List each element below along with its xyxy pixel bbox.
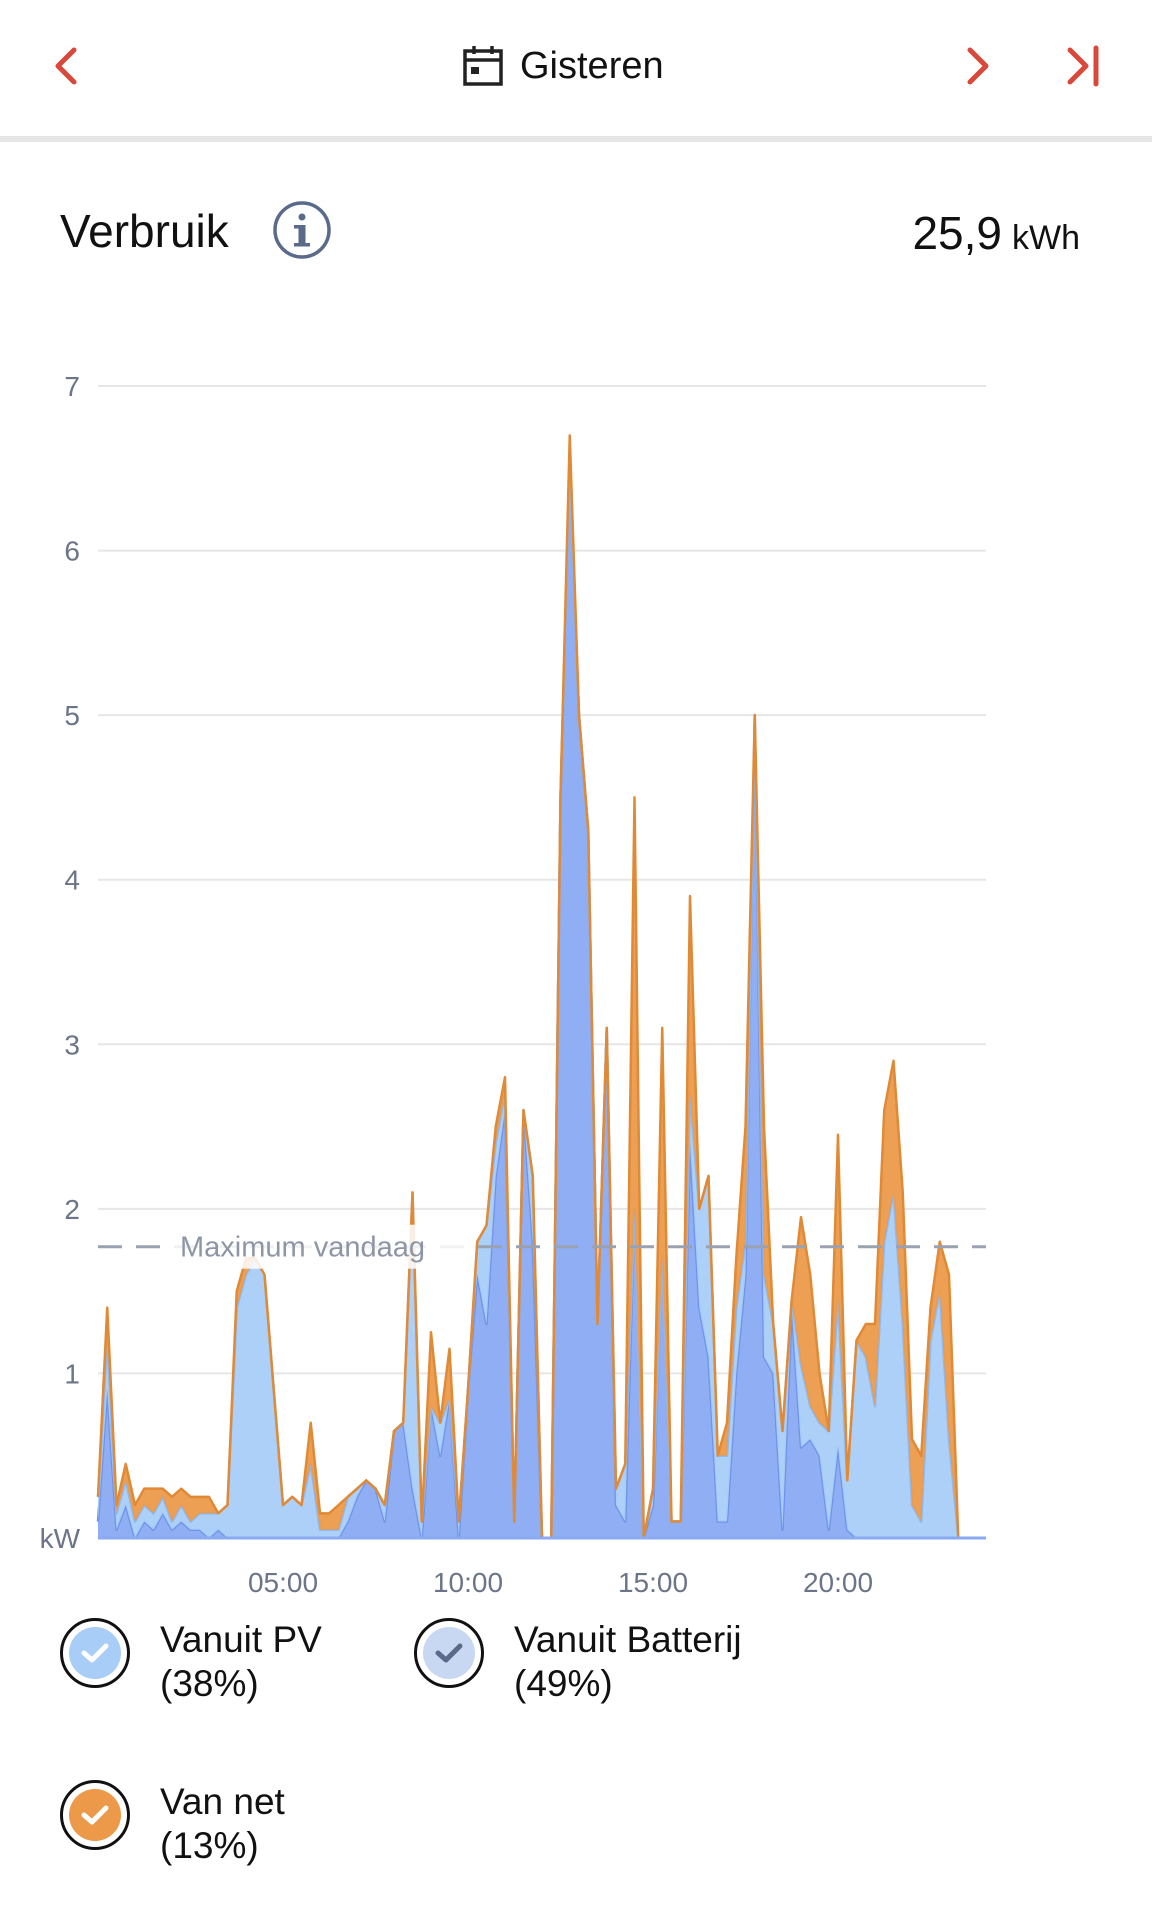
legend-checkbox-grid[interactable] xyxy=(60,1780,130,1850)
x-tick-label: 10:00 xyxy=(433,1567,503,1598)
legend-label-grid: Van net xyxy=(160,1781,285,1822)
total-consumption: 25,9 kWh xyxy=(912,206,1080,260)
legend-label-pv: Vanuit PV xyxy=(160,1619,322,1660)
y-tick-label: 2 xyxy=(64,1194,80,1225)
y-tick-label: 5 xyxy=(64,700,80,731)
top-bar-divider xyxy=(0,136,1152,142)
legend-item-battery[interactable]: Vanuit Batterij (49%) xyxy=(414,1618,742,1706)
legend-percent-grid: (13%) xyxy=(160,1825,259,1866)
consumption-chart: Maximum vandaag 1 2 3 4 5 6 7 kW 05:00 10:00 15:00… xyxy=(40,371,986,1598)
date-selector[interactable]: Gisteren xyxy=(462,36,664,96)
legend-percent-pv: (38%) xyxy=(160,1663,259,1704)
chevron-left-icon xyxy=(55,47,77,85)
reference-label-bg xyxy=(172,1224,468,1269)
y-tick-label: 4 xyxy=(64,865,80,896)
previous-day-button[interactable] xyxy=(36,36,96,96)
info-icon xyxy=(273,201,331,259)
y-tick-label: 3 xyxy=(64,1029,80,1060)
axes: 1 2 3 4 5 6 7 kW 05:00 10:00 15:00 20:00 xyxy=(40,371,986,1598)
y-tick-label: 6 xyxy=(64,536,80,567)
legend-checkbox-pv[interactable] xyxy=(60,1618,130,1688)
series-area-2 xyxy=(98,435,986,1538)
total-value: 25,9 xyxy=(912,207,1002,259)
y-axis-unit: kW xyxy=(40,1523,81,1554)
legend-checkbox-battery[interactable] xyxy=(414,1618,484,1688)
page-title: Verbruik xyxy=(60,205,229,257)
calendar-icon xyxy=(463,46,503,86)
y-tick-label: 1 xyxy=(64,1358,80,1389)
chevron-right-icon xyxy=(967,47,989,85)
top-bar: Gisteren xyxy=(0,0,1152,142)
y-tick-label: 7 xyxy=(64,371,80,402)
checkmark-icon xyxy=(435,1643,463,1663)
legend-label-battery: Vanuit Batterij xyxy=(514,1619,742,1660)
x-tick-label: 05:00 xyxy=(248,1567,318,1598)
total-unit: kWh xyxy=(1012,219,1080,257)
legend-percent-battery: (49%) xyxy=(514,1663,613,1704)
checkmark-icon xyxy=(81,1643,109,1663)
last-day-button[interactable] xyxy=(1054,36,1114,96)
legend-item-pv[interactable]: Vanuit PV (38%) xyxy=(60,1618,322,1706)
reference-line: Maximum vandaag xyxy=(98,1224,986,1269)
x-tick-label: 15:00 xyxy=(618,1567,688,1598)
checkmark-icon xyxy=(81,1805,109,1825)
legend-item-grid[interactable]: Van net (13%) xyxy=(60,1780,285,1868)
consumption-header: Verbruik 25,9 kWh xyxy=(60,200,1080,270)
info-button[interactable] xyxy=(272,200,332,260)
skip-to-last-icon xyxy=(1067,45,1099,87)
date-label: Gisteren xyxy=(520,44,664,87)
next-day-button[interactable] xyxy=(948,36,1008,96)
reference-line-label: Maximum vandaag xyxy=(180,1232,425,1264)
x-tick-label: 20:00 xyxy=(803,1567,873,1598)
series-area-1 xyxy=(98,468,986,1539)
